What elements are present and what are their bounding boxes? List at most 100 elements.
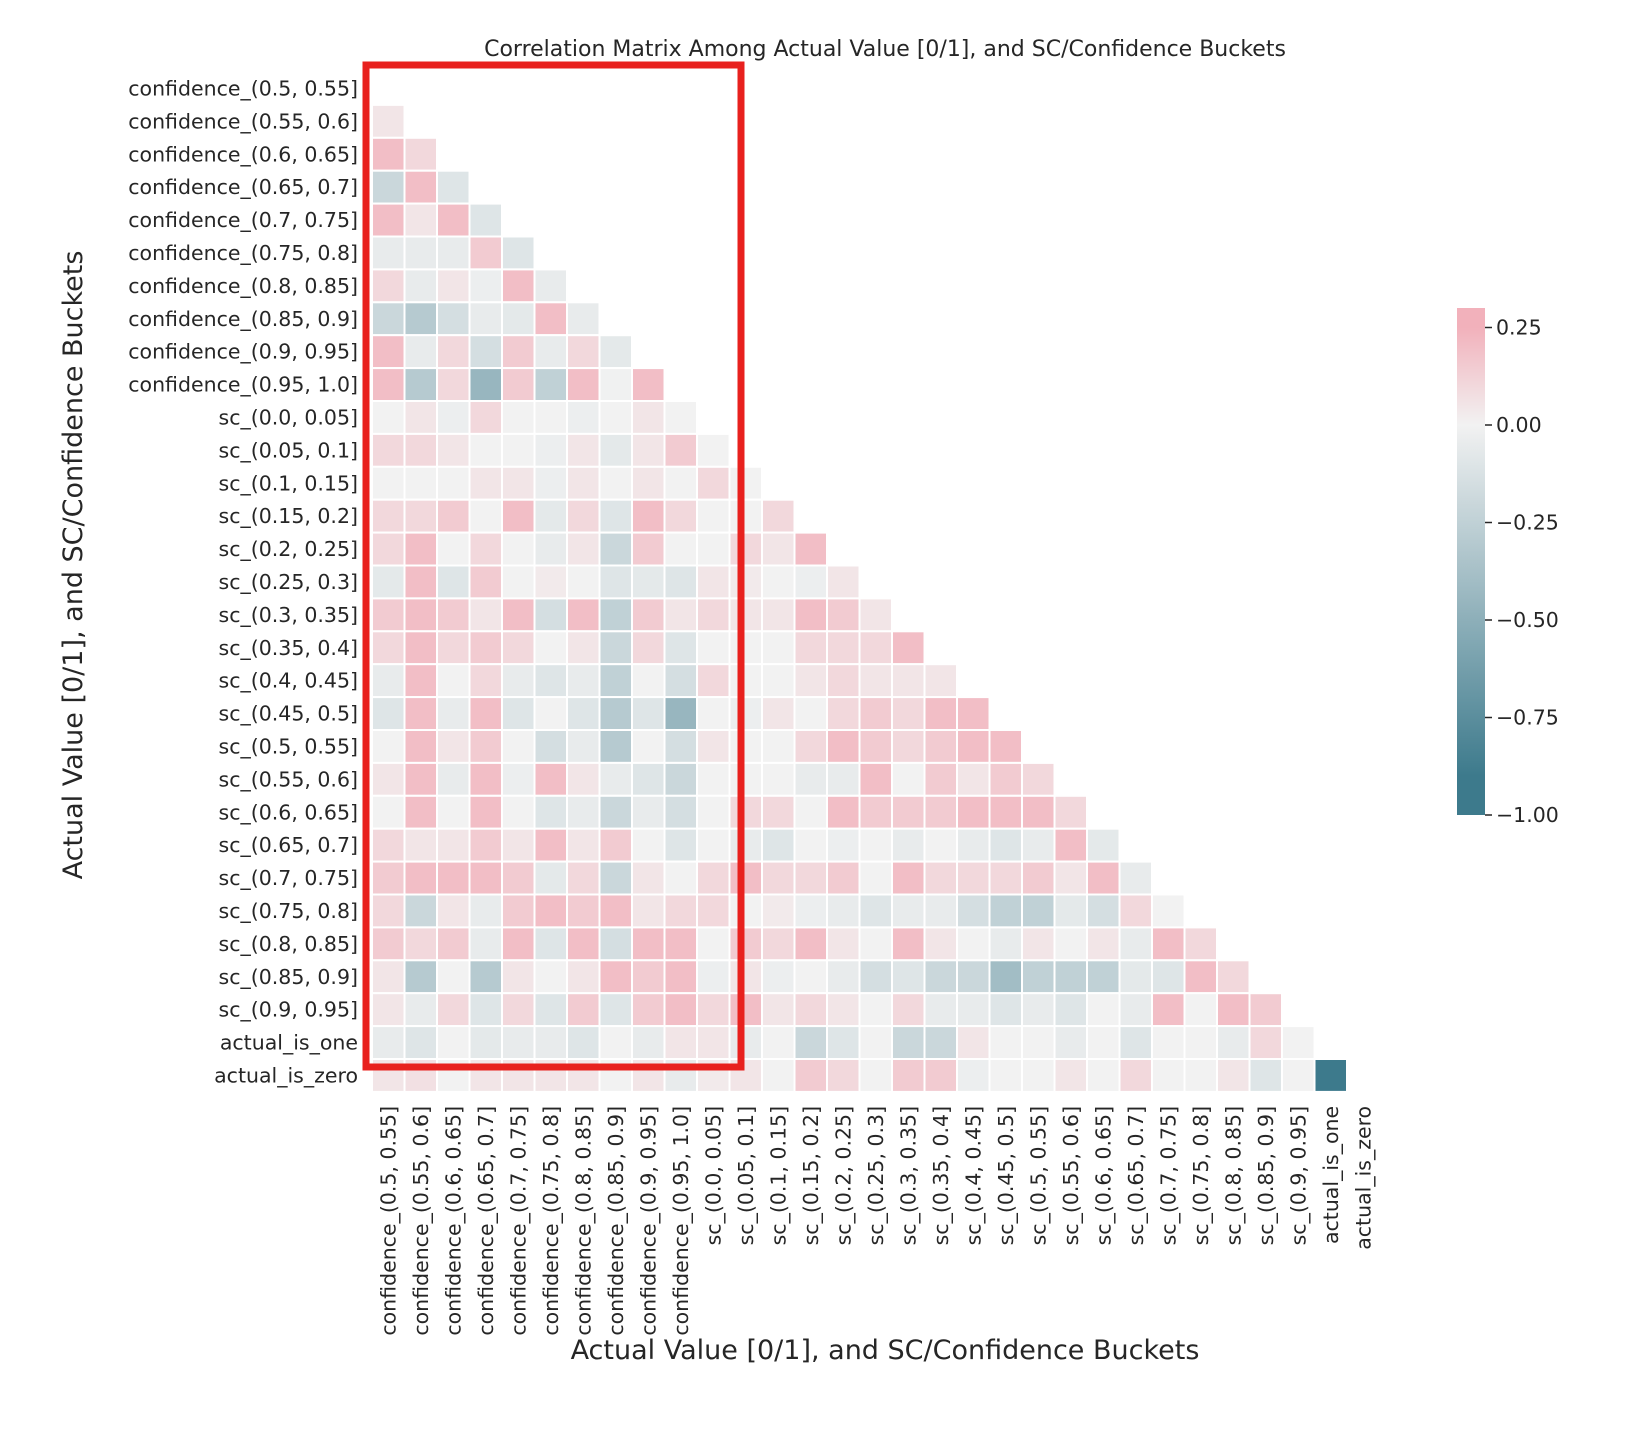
heatmap-cell bbox=[468, 465, 503, 501]
heatmap-cell bbox=[501, 926, 536, 962]
heatmap-cell bbox=[1086, 860, 1121, 896]
x-tick-label: sc_(0.55, 0.6] bbox=[1059, 1106, 1084, 1245]
heatmap-cell bbox=[663, 959, 698, 995]
heatmap-cell bbox=[598, 334, 633, 370]
heatmap-cell bbox=[566, 959, 601, 995]
heatmap-cell bbox=[663, 761, 698, 797]
heatmap-cell bbox=[631, 959, 666, 995]
heatmap-cell bbox=[501, 696, 536, 731]
heatmap-cell bbox=[696, 992, 731, 1028]
heatmap-cell bbox=[533, 663, 568, 699]
heatmap-cell bbox=[468, 531, 503, 567]
heatmap-cell bbox=[826, 860, 861, 896]
heatmap-cell bbox=[988, 959, 1023, 995]
heatmap-cell bbox=[501, 630, 536, 666]
y-tick-label: sc_(0.65, 0.7] bbox=[219, 833, 358, 858]
heatmap-cell bbox=[923, 794, 958, 830]
heatmap-cell bbox=[403, 564, 438, 600]
heatmap-cell bbox=[566, 696, 601, 731]
heatmap-cell bbox=[501, 663, 536, 699]
heatmap-cell bbox=[533, 696, 568, 731]
x-tick-label: actual_is_zero bbox=[1351, 1106, 1376, 1250]
highlight-box bbox=[362, 61, 745, 1071]
heatmap-cell bbox=[826, 1058, 861, 1093]
heatmap-cell bbox=[371, 564, 406, 600]
heatmap-cell bbox=[371, 301, 406, 337]
heatmap-cell bbox=[436, 794, 471, 830]
y-tick-label: confidence_(0.75, 0.8] bbox=[128, 241, 358, 266]
heatmap-cell bbox=[663, 663, 698, 699]
heatmap-cell bbox=[891, 696, 926, 731]
colorbar bbox=[1457, 308, 1485, 815]
y-tick-label: sc_(0.45, 0.5] bbox=[219, 702, 358, 727]
x-tick-label: sc_(0.75, 0.8] bbox=[1189, 1106, 1214, 1245]
heatmap-cell bbox=[566, 860, 601, 896]
heatmap-cell bbox=[436, 531, 471, 567]
heatmap-cell bbox=[696, 761, 731, 797]
heatmap-cell bbox=[1053, 1025, 1088, 1060]
heatmap-cell bbox=[631, 992, 666, 1028]
heatmap-cell bbox=[371, 103, 406, 139]
heatmap-cell bbox=[826, 663, 861, 699]
heatmap-cell bbox=[826, 827, 861, 863]
heatmap-cell bbox=[533, 597, 568, 633]
heatmap-cells bbox=[371, 103, 1348, 1093]
y-tick-label: sc_(0.75, 0.8] bbox=[219, 899, 358, 924]
heatmap-cell bbox=[533, 992, 568, 1028]
heatmap-cell bbox=[793, 564, 828, 600]
heatmap-cell bbox=[728, 498, 763, 534]
heatmap-cell bbox=[663, 432, 698, 468]
heatmap-cell bbox=[988, 729, 1023, 764]
heatmap-cell bbox=[1021, 761, 1056, 797]
chart-title: Correlation Matrix Among Actual Value [0… bbox=[484, 37, 1286, 62]
heatmap-cell bbox=[923, 696, 958, 731]
heatmap-cell bbox=[923, 992, 958, 1028]
heatmap-cell bbox=[1281, 1058, 1316, 1093]
heatmap-cell bbox=[468, 564, 503, 600]
heatmap-cell bbox=[468, 794, 503, 830]
heatmap-cell bbox=[566, 893, 601, 929]
heatmap-cell bbox=[566, 465, 601, 501]
heatmap-cell bbox=[1053, 860, 1088, 896]
heatmap-cell bbox=[793, 926, 828, 962]
heatmap-cell bbox=[371, 696, 406, 731]
heatmap-cell bbox=[501, 794, 536, 830]
heatmap-cell bbox=[761, 696, 796, 731]
heatmap-cell bbox=[566, 827, 601, 863]
heatmap-cell bbox=[468, 893, 503, 929]
heatmap-cell bbox=[923, 893, 958, 929]
heatmap-cell bbox=[468, 696, 503, 731]
heatmap-cell bbox=[436, 301, 471, 337]
heatmap-cell bbox=[371, 465, 406, 501]
heatmap-cell bbox=[761, 926, 796, 962]
heatmap-cell bbox=[858, 992, 893, 1028]
heatmap-cell bbox=[793, 827, 828, 863]
heatmap-cell bbox=[403, 630, 438, 666]
heatmap-cell bbox=[696, 663, 731, 699]
heatmap-cell bbox=[793, 531, 828, 567]
heatmap-cell bbox=[631, 564, 666, 600]
heatmap-cell bbox=[793, 1058, 828, 1093]
heatmap-cell bbox=[923, 1058, 958, 1093]
x-tick-label: actual_is_one bbox=[1319, 1106, 1344, 1244]
heatmap-cell bbox=[631, 630, 666, 666]
heatmap-cell bbox=[501, 498, 536, 534]
heatmap-cell bbox=[501, 761, 536, 797]
heatmap-cell bbox=[1281, 1025, 1316, 1060]
y-tick-label: sc_(0.1, 0.15] bbox=[219, 471, 358, 496]
heatmap-cell bbox=[923, 1025, 958, 1060]
heatmap-cell bbox=[858, 663, 893, 699]
heatmap-cell bbox=[436, 729, 471, 764]
heatmap-cell bbox=[696, 827, 731, 863]
heatmap-cell bbox=[403, 926, 438, 962]
heatmap-cell bbox=[696, 729, 731, 764]
heatmap-cell bbox=[403, 334, 438, 370]
heatmap-cell bbox=[371, 992, 406, 1028]
heatmap-cell bbox=[468, 860, 503, 896]
heatmap-cell bbox=[403, 696, 438, 731]
heatmap-cell bbox=[728, 860, 763, 896]
heatmap-cell bbox=[566, 498, 601, 534]
heatmap-cell bbox=[826, 630, 861, 666]
heatmap-cell bbox=[371, 136, 406, 172]
